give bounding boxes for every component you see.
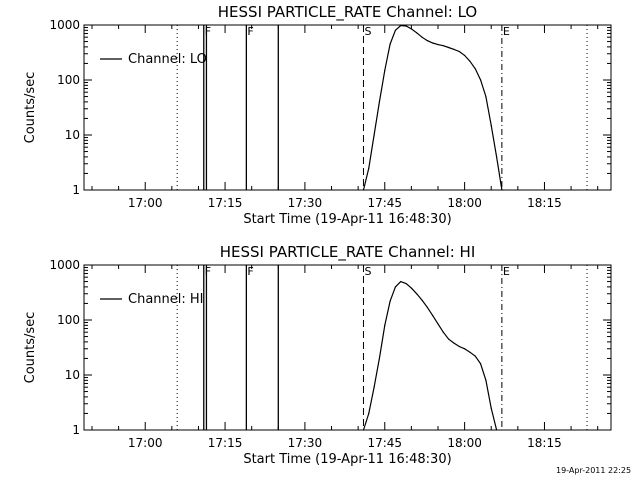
data-point xyxy=(501,189,503,191)
data-point xyxy=(469,60,471,62)
series-line xyxy=(362,280,498,431)
y-tick-label: 1000 xyxy=(49,18,80,32)
data-point xyxy=(495,429,498,431)
y-tick-label: 10 xyxy=(65,128,80,142)
data-point xyxy=(474,68,476,70)
data-point xyxy=(448,46,450,49)
data-point xyxy=(384,69,386,71)
x-tick-label: 18:15 xyxy=(527,196,562,210)
data-point xyxy=(432,315,434,317)
data-point xyxy=(464,54,466,57)
data-point xyxy=(394,286,397,288)
event-marker-label: S xyxy=(364,265,371,278)
data-point xyxy=(469,351,471,353)
data-point xyxy=(437,323,439,325)
footer-timestamp: 19-Apr-2011 22:25 xyxy=(556,466,632,475)
data-point xyxy=(458,345,460,348)
data-point xyxy=(362,189,365,191)
event-marker-label: F xyxy=(205,265,211,278)
chart-panel-0 xyxy=(83,24,612,191)
x-tick-label: 17:30 xyxy=(288,436,323,450)
event-marker-label: F xyxy=(205,25,211,38)
y-axis-label: Counts/sec xyxy=(23,312,38,384)
x-tick-label: 17:00 xyxy=(128,196,163,210)
x-tick-label: 17:00 xyxy=(128,436,163,450)
data-point xyxy=(405,282,407,285)
data-point xyxy=(432,42,434,44)
y-tick-label: 10 xyxy=(65,368,80,382)
y-tick-label: 1000 xyxy=(49,258,80,272)
data-point xyxy=(485,379,487,381)
data-point xyxy=(437,44,439,46)
event-marker-label: F xyxy=(247,25,253,38)
y-tick-label: 1 xyxy=(72,423,80,437)
x-axis-label: Start Time (19-Apr-11 16:48:30) xyxy=(243,452,451,467)
data-point xyxy=(421,36,423,38)
data-point xyxy=(458,50,460,53)
data-point xyxy=(405,25,407,27)
data-point xyxy=(421,299,423,301)
data-point xyxy=(368,167,370,169)
plot-frame xyxy=(83,24,612,191)
x-tick-label: 18:15 xyxy=(527,436,562,450)
x-tick-label: 18:00 xyxy=(447,196,482,210)
data-point xyxy=(362,429,365,431)
data-point xyxy=(479,79,482,81)
data-point xyxy=(474,355,476,357)
data-point xyxy=(426,306,428,308)
event-marker-label: F xyxy=(247,265,253,278)
y-tick-label: 1 xyxy=(72,183,80,197)
data-point xyxy=(384,324,386,326)
y-tick-label: 100 xyxy=(57,313,80,327)
data-point xyxy=(426,40,428,42)
data-point xyxy=(416,32,418,34)
data-point xyxy=(400,24,402,27)
data-point xyxy=(373,386,375,388)
data-point xyxy=(416,293,418,295)
data-point xyxy=(394,29,397,31)
data-point xyxy=(389,300,391,302)
plot-frame xyxy=(83,264,612,431)
event-marker-label: S xyxy=(364,25,371,38)
data-point xyxy=(490,407,492,409)
data-point xyxy=(448,338,450,340)
data-point xyxy=(373,134,375,136)
data-point xyxy=(378,357,381,360)
event-marker-label: E xyxy=(503,265,510,278)
data-point xyxy=(485,95,487,98)
legend-label: Channel: LO xyxy=(128,52,207,67)
y-axis-label: Counts/sec xyxy=(23,72,38,144)
data-point xyxy=(479,363,482,365)
x-tick-label: 18:00 xyxy=(447,436,482,450)
data-point xyxy=(464,348,466,350)
x-tick-label: 17:45 xyxy=(367,196,402,210)
data-point xyxy=(378,101,381,103)
event-marker-label: E xyxy=(503,25,510,38)
data-point xyxy=(442,45,444,47)
data-point xyxy=(490,124,492,126)
x-tick-label: 17:45 xyxy=(367,436,402,450)
x-tick-label: 17:15 xyxy=(208,196,243,210)
data-point xyxy=(410,28,412,30)
chart-title: HESSI PARTICLE_RATE Channel: LO xyxy=(218,3,477,22)
data-point xyxy=(400,280,402,283)
data-point xyxy=(389,43,391,45)
legend-label: Channel: HI xyxy=(128,292,204,307)
x-tick-label: 17:15 xyxy=(208,436,243,450)
data-point xyxy=(410,287,412,289)
y-tick-label: 100 xyxy=(57,73,80,87)
data-point xyxy=(453,48,455,51)
chart-title: HESSI PARTICLE_RATE Channel: HI xyxy=(220,243,476,262)
data-point xyxy=(453,342,455,344)
x-axis-label: Start Time (19-Apr-11 16:48:30) xyxy=(243,212,451,227)
x-tick-label: 17:30 xyxy=(288,196,323,210)
chart-panel-1 xyxy=(83,264,612,431)
data-point xyxy=(368,412,370,415)
data-point xyxy=(495,156,498,158)
data-point xyxy=(442,331,444,333)
